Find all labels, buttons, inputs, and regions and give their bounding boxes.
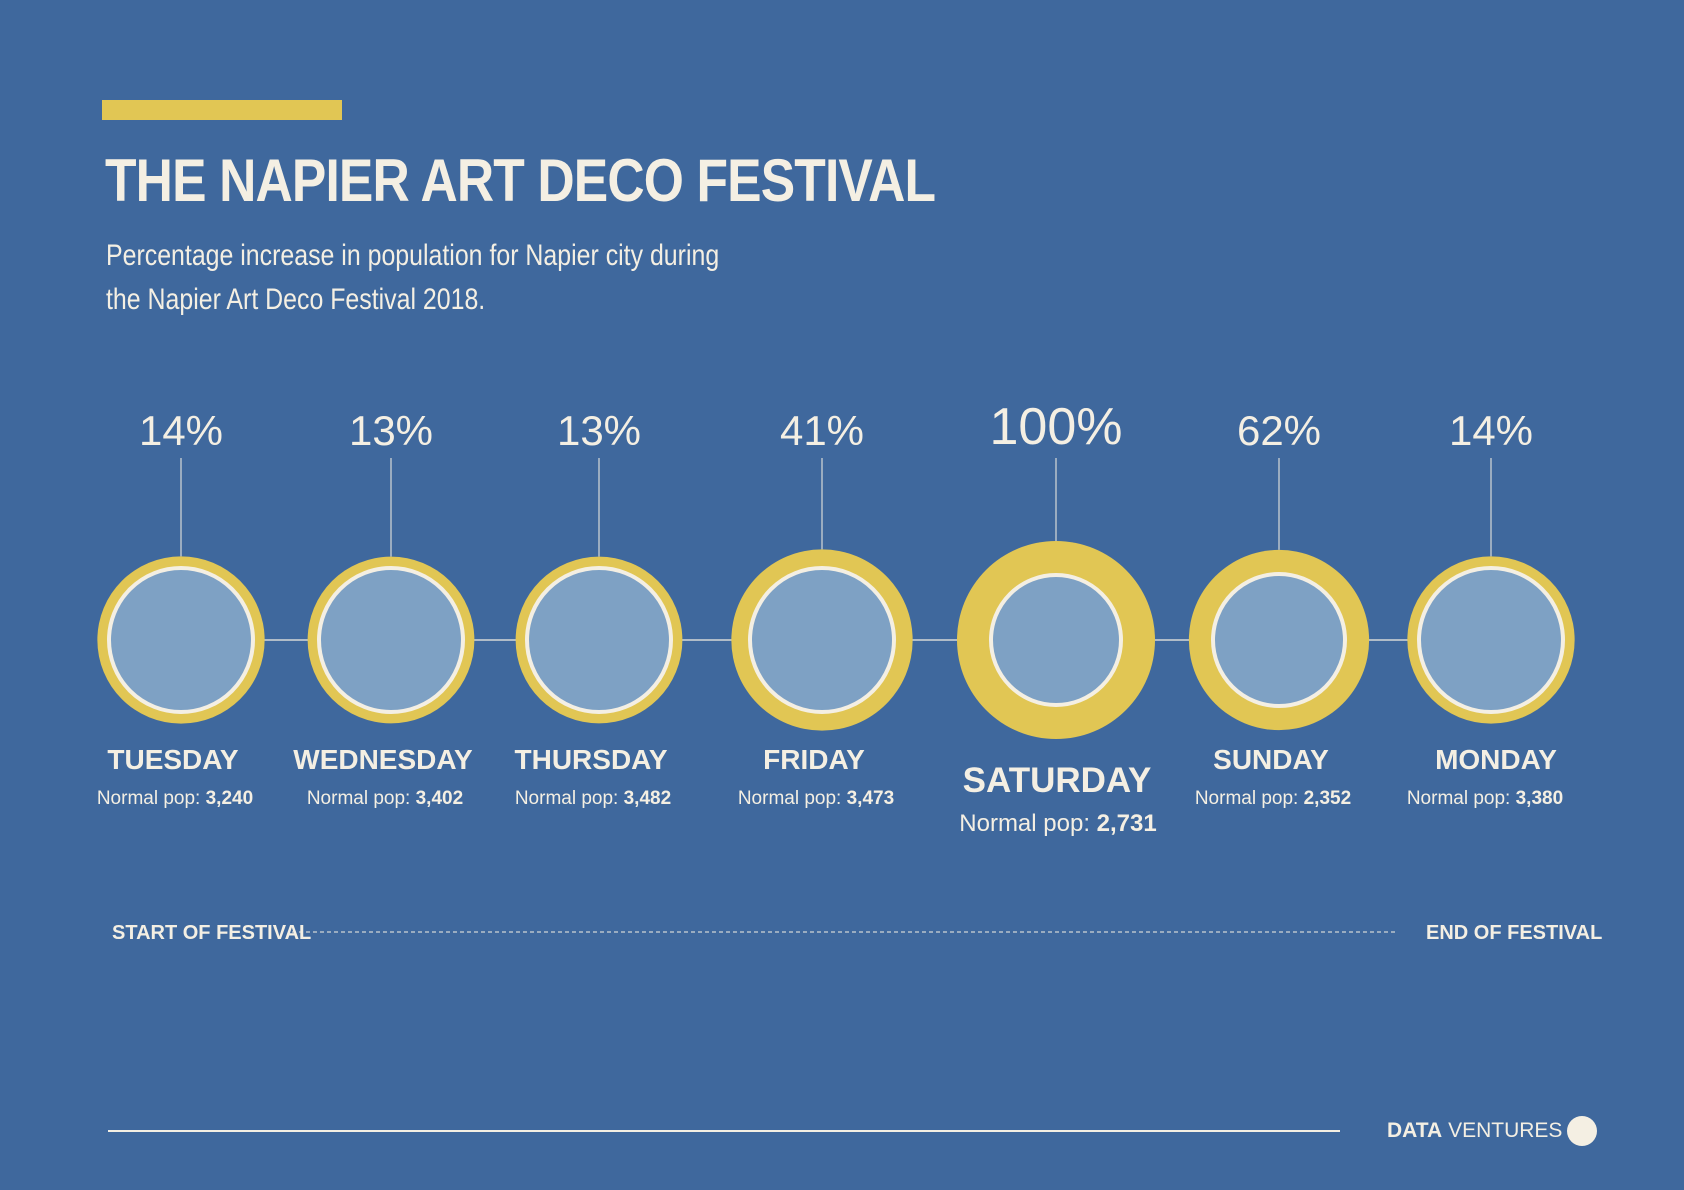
- normal-pop-label: Normal pop:: [959, 810, 1096, 837]
- normal-pop-value: 3,482: [624, 788, 672, 809]
- normal-pop-value: 3,473: [847, 788, 895, 809]
- base-circle-friday: [748, 566, 896, 714]
- day-label-wednesday: WEDNESDAY: [293, 744, 473, 775]
- normal-pop-value: 3,402: [416, 788, 464, 809]
- normal-pop-label: Normal pop:: [307, 788, 416, 809]
- day-label-monday: MONDAY: [1435, 744, 1557, 775]
- normal-pop-label: Normal pop:: [738, 788, 847, 809]
- footer-divider: [108, 1130, 1340, 1132]
- percent-label-monday: 14%: [1449, 407, 1533, 454]
- normal-pop-saturday: Normal pop: 2,731: [959, 810, 1156, 837]
- normal-pop-monday: Normal pop: 3,380: [1407, 788, 1563, 809]
- page-subtitle: Percentage increase in population for Na…: [106, 239, 720, 316]
- start-of-festival-label: START OF FESTIVAL: [112, 922, 311, 944]
- base-circle-monday: [1417, 566, 1565, 714]
- normal-pop-label: Normal pop:: [1407, 788, 1516, 809]
- normal-pop-value: 3,240: [206, 788, 254, 809]
- normal-pop-label: Normal pop:: [97, 788, 206, 809]
- normal-pop-tuesday: Normal pop: 3,240: [97, 788, 253, 809]
- end-of-festival-label: END OF FESTIVAL: [1426, 922, 1602, 944]
- base-circle-sunday: [1211, 572, 1347, 708]
- percent-label-wednesday: 13%: [349, 407, 433, 454]
- normal-pop-label: Normal pop:: [515, 788, 624, 809]
- base-circle-thursday: [525, 566, 673, 714]
- normal-pop-sunday: Normal pop: 2,352: [1195, 788, 1351, 809]
- percent-label-tuesday: 14%: [139, 407, 223, 454]
- population-increase-chart: 14% TUESDAY Normal pop: 3,240 13% WEDNESDAY N…: [97, 398, 1602, 944]
- base-circle-saturday: [989, 573, 1123, 707]
- title-accent-bar: [102, 100, 342, 120]
- base-circle-tuesday: [107, 566, 255, 714]
- percent-label-sunday: 62%: [1237, 407, 1321, 454]
- day-label-tuesday: TUESDAY: [107, 744, 239, 775]
- normal-pop-value: 3,380: [1516, 788, 1564, 809]
- normal-pop-wednesday: Normal pop: 3,402: [307, 788, 463, 809]
- base-circle-wednesday: [317, 566, 465, 714]
- brand-light: VENTURES: [1448, 1119, 1563, 1142]
- day-label-friday: FRIDAY: [763, 744, 865, 775]
- normal-pop-thursday: Normal pop: 3,482: [515, 788, 671, 809]
- brand-dot-icon: [1567, 1116, 1597, 1146]
- page-title: THE NAPIER ART DECO FESTIVAL: [105, 147, 936, 214]
- normal-pop-value: 2,731: [1097, 810, 1157, 837]
- day-label-thursday: THURSDAY: [515, 744, 668, 775]
- day-label-sunday: SUNDAY: [1213, 744, 1329, 775]
- day-label-saturday: SATURDAY: [963, 761, 1152, 800]
- percent-label-saturday: 100%: [990, 398, 1123, 456]
- normal-pop-label: Normal pop:: [1195, 788, 1304, 809]
- normal-pop-friday: Normal pop: 3,473: [738, 788, 894, 809]
- percent-label-friday: 41%: [780, 407, 864, 454]
- brand-logo: DATA VENTURES: [1387, 1119, 1562, 1143]
- brand-bold: DATA: [1387, 1119, 1443, 1142]
- percent-label-thursday: 13%: [557, 407, 641, 454]
- normal-pop-value: 2,352: [1304, 788, 1352, 809]
